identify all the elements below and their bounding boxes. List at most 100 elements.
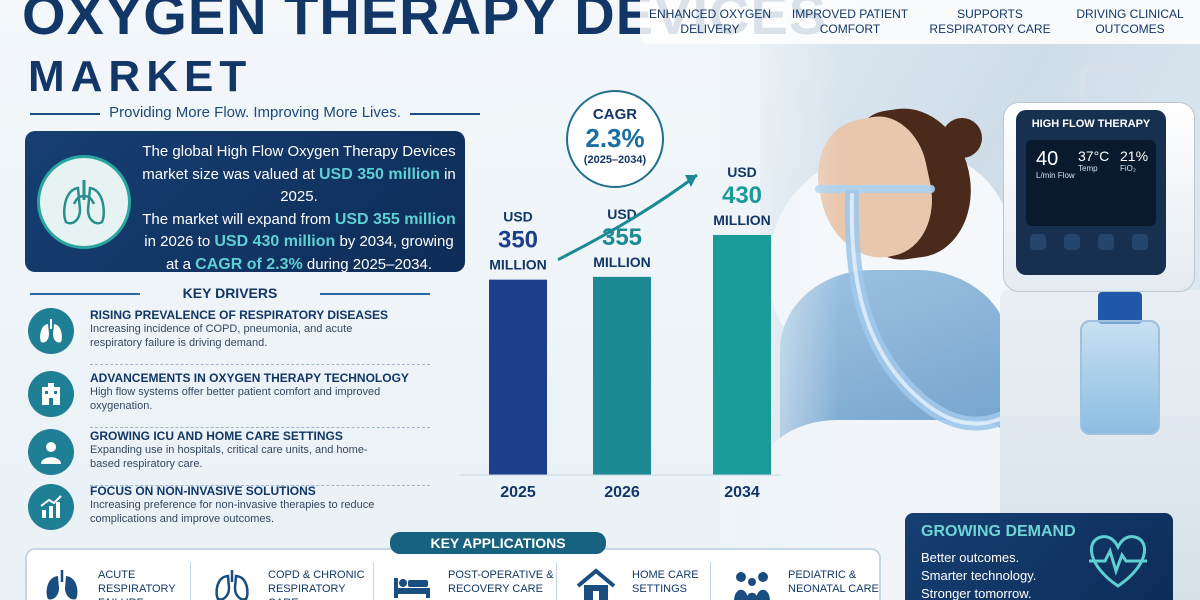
cagr-badge: CAGR 2.3% (2025–2034) — [566, 90, 664, 188]
benefit-item: DRIVING CLINICAL OUTCOMES — [1076, 7, 1184, 36]
cagr-highlight: CAGR of 2.3% — [195, 255, 303, 273]
driver-description: Expanding use in hospitals, critical car… — [90, 444, 368, 470]
tagline: Providing More Flow. Improving More Live… — [30, 104, 480, 121]
chart-value-label: USD — [727, 164, 757, 180]
chart-value-label: USD — [607, 206, 637, 222]
device-label: HIGH FLOW THERAPY — [1031, 118, 1151, 130]
humidifier-chamber — [1080, 320, 1160, 435]
driver-description: High flow systems offer better patient c… — [90, 386, 381, 412]
market-bar-chart: 2025 USD 350 MILLION 2026 USD 355 MILLION 2034 US… — [460, 164, 780, 501]
summary-text-part: by 2034, growing at a — [165, 233, 454, 273]
flow-label: L/min Flow — [1036, 171, 1075, 180]
device-buttons — [1030, 234, 1148, 250]
flow-readout: 40 L/min Flow — [1036, 148, 1075, 180]
page-title-line2: MARKET — [28, 52, 253, 101]
heart-pulse-icon — [1089, 535, 1147, 588]
driver-title: ADVANCEMENTS IN OXYGEN THERAPY TECHNOLOG… — [90, 371, 409, 385]
chart-value-label: MILLION — [593, 254, 651, 270]
mode-button-icon — [1064, 234, 1080, 250]
chart-value-label: MILLION — [713, 212, 771, 228]
summary-text-part: The market will expand from — [142, 210, 335, 228]
settings-button-icon — [1098, 234, 1114, 250]
chart-category-label: 2026 — [604, 484, 640, 501]
benefit-item: IMPROVED PATIENT COMFORT — [791, 7, 909, 36]
growing-demand-box: GROWING DEMAND Better outcomes. Smarter … — [905, 513, 1173, 600]
nasal-cannula — [815, 185, 935, 193]
market-summary-text: The global High Flow Oxygen Therapy Devi… — [140, 141, 458, 276]
benefit-item: SUPPORTS RESPIRATORY CARE — [929, 7, 1051, 36]
summary-text-part: during 2025–2034. — [302, 255, 433, 273]
temp-value: 37°C — [1078, 148, 1110, 164]
divider — [90, 485, 430, 486]
application-label: PEDIATRIC & NEONATAL CARE — [788, 569, 879, 595]
driver-title: RISING PREVALENCE OF RESPIRATORY DISEASE… — [90, 308, 389, 322]
divider — [190, 562, 191, 600]
temp-label: Temp — [1078, 164, 1098, 173]
cagr-value: 2.3% — [585, 123, 645, 153]
hospital-icon — [28, 371, 74, 417]
summary-text-part: in 2026 to — [144, 233, 215, 250]
benefit-item: ENHANCED OXYGEN DELIVERY — [648, 7, 772, 36]
summary-text-part: The global High Flow Oxygen Therapy Devi… — [142, 143, 456, 183]
market-summary-box: The global High Flow Oxygen Therapy Devi… — [25, 131, 465, 273]
divider — [373, 562, 374, 600]
device-handle — [1080, 64, 1140, 104]
driver-title: FOCUS ON NON-INVASIVE SOLUTIONS — [90, 484, 316, 498]
value-2034-highlight: USD 430 million — [214, 233, 336, 250]
summary-text-part: in 2025. — [280, 165, 456, 206]
driver-description: Increasing preference for non-invasive t… — [90, 499, 375, 525]
application-label: COPD & CHRONIC RESPIRATORY CARE — [268, 569, 365, 600]
device-display-panel — [1026, 140, 1156, 226]
cagr-label: CAGR — [592, 106, 638, 123]
chart-bar-2026 — [593, 276, 651, 475]
key-applications-heading: KEY APPLICATIONS — [390, 532, 606, 554]
chart-category-label: 2034 — [724, 484, 760, 501]
bed-icon — [394, 578, 430, 598]
cagr-period: (2025–2034) — [583, 154, 647, 166]
key-drivers-heading: KEY DRIVERS — [30, 285, 430, 303]
flow-button-icon — [1132, 234, 1148, 250]
left-background — [0, 0, 800, 600]
chart-category-label: 2025 — [500, 484, 536, 501]
lungs-icon — [46, 570, 78, 600]
chart-bar-2025 — [489, 279, 547, 475]
driver-title: GROWING ICU AND HOME CARE SETTINGS — [90, 429, 343, 443]
driver-item: FOCUS ON NON-INVASIVE SOLUTIONS Increasi… — [28, 484, 438, 540]
device-screen: HIGH FLOW THERAPY 40 L/min Flow 37°C Tem… — [1016, 110, 1166, 275]
chart-value-label: 355 — [602, 224, 642, 251]
driver-description: Increasing incidence of COPD, pneumonia,… — [90, 323, 353, 349]
lungs-icon — [28, 308, 74, 354]
chart-bar-2034 — [713, 235, 771, 475]
value-2025-highlight: USD 350 million — [318, 165, 440, 183]
chart-value-label: 350 — [498, 227, 538, 254]
growth-arrow — [557, 173, 698, 261]
fio2-label: FiO₂ — [1120, 164, 1136, 173]
family-icon — [734, 572, 770, 600]
demand-line: Stronger tomorrow. — [921, 586, 1032, 600]
patient-hair-bun — [942, 118, 982, 158]
power-button-icon — [1030, 234, 1046, 250]
driver-item: RISING PREVALENCE OF RESPIRATORY DISEASE… — [28, 308, 438, 365]
divider — [556, 562, 557, 600]
flow-value: 40 — [1036, 148, 1059, 170]
lungs-icon — [215, 570, 249, 600]
temp-readout: 37°C Temp — [1078, 148, 1109, 173]
divider — [90, 364, 430, 365]
divider — [710, 562, 711, 600]
fio2-readout: 21% FiO₂ — [1120, 148, 1148, 173]
divider — [90, 427, 430, 428]
fio2-value: 21% — [1120, 148, 1149, 164]
demand-line: Better outcomes. — [921, 550, 1020, 565]
value-2026-highlight: USD 355 million — [334, 210, 456, 228]
demand-line: Smarter technology. — [921, 568, 1037, 583]
chart-value-label: 430 — [722, 182, 762, 209]
chart-value-label: MILLION — [489, 257, 547, 273]
application-label: POST-OPERATIVE & RECOVERY CARE — [448, 569, 554, 595]
home-icon — [576, 568, 616, 600]
chart-value-label: USD — [503, 209, 533, 225]
lungs-icon — [37, 155, 131, 249]
application-label: HOME CARE SETTINGS — [632, 569, 699, 595]
benefits-bar: ENHANCED OXYGEN DELIVERY IMPROVED PATIEN… — [640, 0, 1200, 44]
humidifier-cap — [1098, 292, 1142, 324]
demand-heading: GROWING DEMAND — [921, 523, 1076, 540]
